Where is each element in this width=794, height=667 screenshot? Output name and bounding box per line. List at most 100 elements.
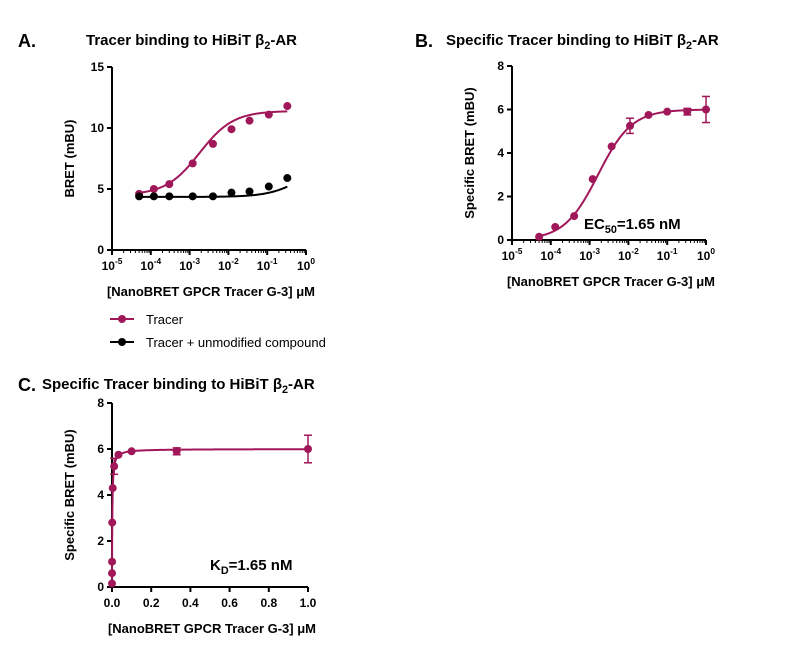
data-point [110, 462, 119, 471]
x-tick-label: 100 [697, 246, 715, 263]
data-point [227, 188, 236, 197]
y-tick-label: 4 [497, 146, 504, 160]
x-tick-label: 10-4 [540, 246, 561, 263]
data-point [188, 192, 197, 201]
legend-label: Tracer + unmodified compound [146, 335, 326, 350]
data-point [588, 175, 597, 184]
x-tick-label: 10-2 [218, 256, 239, 273]
data-point [108, 484, 117, 493]
panel-letter: C. [18, 375, 36, 395]
legend-entry: Tracer + unmodified compound [110, 335, 326, 350]
y-tick-label: 8 [97, 396, 104, 410]
panel-c: C. Specific Tracer binding to HiBiT β2-AR… [18, 375, 317, 636]
x-tick-label: 0.8 [260, 596, 277, 610]
data-point [135, 192, 144, 201]
x-tick-label: 0.4 [182, 596, 199, 610]
data-point [165, 192, 174, 201]
y-tick-label: 6 [97, 442, 104, 456]
x-axis-label: [NanoBRET GPCR Tracer G-3] μM [108, 621, 316, 636]
data-point [283, 174, 292, 183]
data-point [551, 222, 560, 231]
x-tick-label: 0.0 [104, 596, 121, 610]
data-point [626, 121, 635, 130]
series-tracer [535, 95, 710, 241]
y-tick-label: 0 [97, 243, 104, 257]
data-point [535, 232, 544, 241]
x-tick-label: 10-2 [618, 246, 639, 263]
data-point [245, 116, 254, 125]
panel-letter: A. [18, 31, 36, 51]
y-tick-label: 5 [97, 182, 104, 196]
x-tick-label: 1.0 [300, 596, 317, 610]
y-tick-label: 2 [497, 190, 504, 204]
chart-title: Specific Tracer binding to HiBiT β2-AR [42, 376, 315, 396]
legend: Tracer Tracer + unmodified compound [110, 312, 326, 350]
data-point [644, 110, 653, 119]
y-axis-label: Specific BRET (mBU) [462, 87, 477, 218]
fit-curve [538, 108, 707, 238]
legend-marker [118, 338, 126, 346]
data-point [165, 180, 174, 189]
data-point [208, 192, 217, 201]
x-tick-label: 10-5 [102, 256, 123, 273]
data-point [283, 102, 292, 111]
data-point [570, 212, 579, 221]
x-tick-label: 10-3 [179, 256, 200, 273]
legend-entry: Tracer [110, 312, 184, 327]
x-tick-label: 100 [297, 256, 315, 273]
series-control [135, 174, 292, 201]
x-tick-label: 0.2 [143, 596, 160, 610]
data-point [108, 579, 117, 588]
y-tick-label: 2 [97, 534, 104, 548]
data-point [683, 107, 692, 116]
x-tick-label: 10-1 [257, 256, 278, 273]
data-point [264, 110, 273, 119]
panel-b: B. Specific Tracer binding to HiBiT β2-AR… [415, 31, 719, 289]
legend-marker [118, 315, 126, 323]
data-point [108, 569, 117, 578]
data-point [188, 159, 197, 168]
data-point [245, 187, 254, 196]
x-axis-label: [NanoBRET GPCR Tracer G-3] μM [107, 284, 315, 299]
chart-title: Specific Tracer binding to HiBiT β2-AR [446, 32, 719, 52]
y-tick-label: 0 [497, 233, 504, 247]
data-point [149, 192, 158, 201]
y-tick-label: 6 [497, 103, 504, 117]
data-point [702, 105, 710, 114]
x-tick-label: 10-1 [657, 246, 678, 263]
annotation: KD=1.65 nM [210, 557, 292, 577]
y-tick-label: 8 [497, 59, 504, 73]
data-point [607, 142, 616, 151]
x-tick-label: 0.6 [221, 596, 238, 610]
data-point [227, 125, 236, 134]
data-point [208, 139, 217, 148]
y-tick-label: 10 [91, 121, 105, 135]
panel-a: A. Tracer binding to HiBiT β2-AR 0 5 10 15 10-… [18, 31, 315, 299]
data-point [663, 107, 672, 116]
y-tick-label: 4 [97, 488, 104, 502]
data-point [304, 445, 312, 453]
panel-letter: B. [415, 31, 433, 51]
data-point [172, 447, 181, 456]
series-tracer [108, 434, 312, 588]
x-tick-label: 10-4 [140, 256, 161, 273]
legend-label: Tracer [146, 312, 184, 327]
y-axis-label: BRET (mBU) [62, 120, 77, 198]
series-tracer [135, 102, 292, 198]
data-point [114, 450, 123, 459]
data-point [149, 185, 158, 193]
fit-curve [138, 110, 288, 194]
y-axis-label: Specific BRET (mBU) [62, 429, 77, 560]
chart-title: Tracer binding to HiBiT β2-AR [86, 32, 297, 52]
x-tick-label: 10-3 [579, 246, 600, 263]
x-axis-label: [NanoBRET GPCR Tracer G-3] μM [507, 274, 715, 289]
y-tick-label: 15 [91, 60, 105, 74]
annotation: EC50=1.65 nM [584, 216, 681, 236]
data-point [264, 182, 273, 191]
y-tick-label: 0 [97, 580, 104, 594]
data-point [127, 447, 136, 456]
x-tick-label: 10-5 [502, 246, 523, 263]
data-point [108, 557, 117, 566]
data-point [108, 518, 117, 527]
